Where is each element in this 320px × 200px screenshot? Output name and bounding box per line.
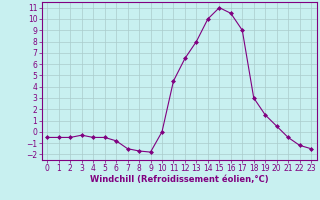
X-axis label: Windchill (Refroidissement éolien,°C): Windchill (Refroidissement éolien,°C) xyxy=(90,175,268,184)
